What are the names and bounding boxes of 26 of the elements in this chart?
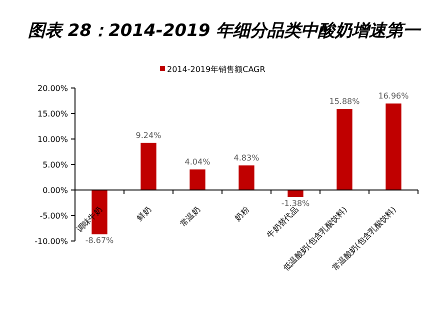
bar: [288, 190, 304, 198]
y-tick-label: 0.00%: [42, 186, 68, 195]
x-tick-label: 调味牛奶: [74, 205, 104, 234]
y-tick-label: 5.00%: [42, 160, 68, 170]
bar: [336, 109, 352, 190]
data-label: 4.04%: [184, 157, 211, 166]
data-label: 16.96%: [378, 92, 410, 101]
x-tick-label: 奶粉: [233, 205, 251, 223]
y-tick-label: 20.00%: [37, 84, 68, 93]
x-tick-label: 常温奶: [178, 205, 202, 228]
data-label: -8.67%: [85, 236, 114, 246]
bar: [190, 169, 206, 190]
x-tick-label: 鲜奶: [135, 205, 153, 223]
legend-label: 2014-2019年销售额CAGR: [167, 65, 266, 74]
y-tick-label: -10.00%: [34, 237, 68, 246]
x-tick-label: 牛奶替代品: [265, 205, 300, 240]
data-label: 9.24%: [136, 130, 162, 140]
y-tick-label: 10.00%: [37, 135, 68, 144]
chart-title: 图表 28：2014-2019 年细分品类中酸奶增速第一: [28, 21, 422, 41]
y-tick-label: 15.00%: [37, 110, 68, 118]
data-label: 15.88%: [329, 97, 360, 106]
bar: [386, 104, 402, 190]
bar: [140, 142, 156, 190]
y-tick-label: -5.00%: [40, 212, 68, 220]
data-label: 4.83%: [234, 153, 260, 162]
bar: [238, 165, 254, 190]
